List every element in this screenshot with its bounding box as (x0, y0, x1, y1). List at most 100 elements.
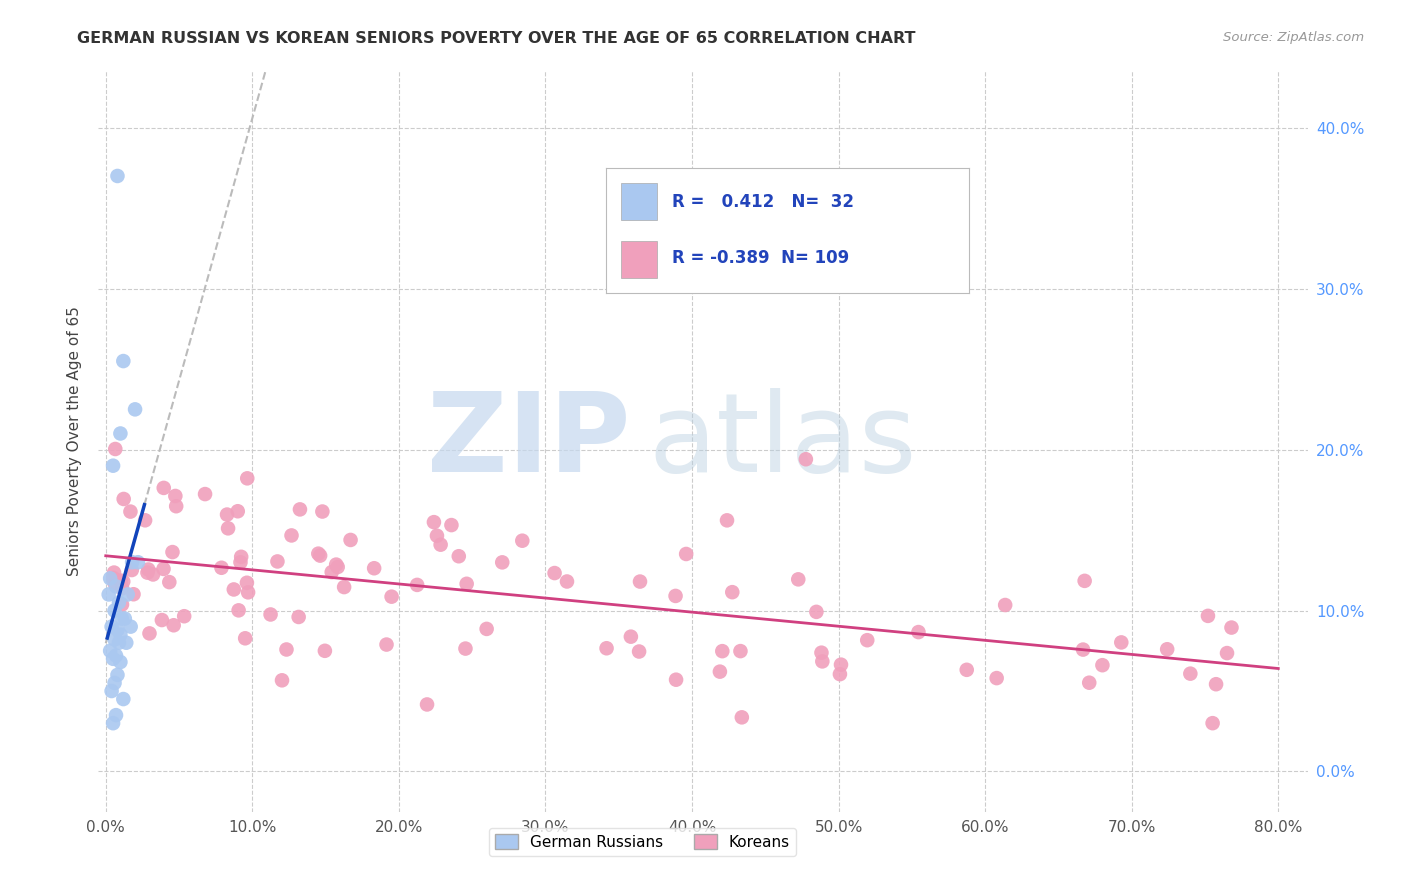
Text: atlas: atlas (648, 388, 917, 495)
Point (101, 716, 124, 731)
Point (110, 655, 132, 669)
Point (228, 603, 250, 617)
Point (276, 642, 298, 657)
Point (1220, 621, 1243, 635)
Point (363, 561, 385, 575)
Point (806, 605, 828, 619)
Point (112, 491, 135, 506)
Point (664, 589, 686, 603)
Point (381, 590, 404, 604)
Point (136, 566, 159, 580)
Text: ZIP: ZIP (427, 388, 630, 495)
Point (1111, 635, 1133, 649)
Point (787, 572, 810, 586)
Point (555, 574, 578, 589)
Point (111, 582, 134, 596)
Y-axis label: Seniors Poverty Over the Age of 65: Seniors Poverty Over the Age of 65 (67, 307, 83, 576)
Point (236, 471, 259, 485)
Point (108, 595, 131, 609)
Point (217, 521, 239, 535)
Point (510, 533, 533, 548)
Point (333, 580, 356, 594)
Point (309, 549, 332, 563)
Point (100, 684, 122, 698)
Point (101, 652, 124, 666)
Point (233, 632, 256, 646)
Point (105, 648, 128, 663)
Point (416, 698, 439, 712)
Point (103, 571, 125, 585)
Legend: German Russians, Koreans: German Russians, Koreans (489, 828, 796, 856)
Point (165, 489, 187, 503)
Point (107, 668, 129, 682)
Point (1216, 646, 1239, 660)
Point (105, 579, 128, 593)
Point (103, 632, 125, 647)
Point (110, 628, 132, 642)
Point (120, 505, 142, 519)
Point (288, 502, 311, 516)
Point (157, 575, 180, 590)
Point (475, 622, 498, 636)
Point (423, 515, 446, 529)
Point (110, 574, 132, 588)
Point (447, 549, 470, 564)
Point (429, 538, 451, 552)
Point (266, 554, 288, 568)
Point (112, 574, 135, 589)
Point (194, 487, 217, 501)
Point (112, 354, 135, 368)
Point (907, 625, 929, 640)
Point (731, 710, 754, 724)
Point (121, 563, 143, 577)
Point (103, 676, 125, 690)
Point (120, 619, 142, 633)
Point (173, 609, 195, 624)
Point (440, 518, 463, 533)
Point (543, 566, 565, 580)
Point (236, 575, 259, 590)
Point (620, 630, 643, 644)
Point (628, 574, 651, 589)
Point (127, 555, 149, 569)
Point (162, 545, 184, 559)
Text: Source: ZipAtlas.com: Source: ZipAtlas.com (1223, 31, 1364, 45)
Point (307, 547, 329, 561)
Point (1205, 677, 1227, 691)
Point (222, 582, 245, 597)
Point (165, 500, 187, 514)
Point (314, 644, 336, 658)
Point (956, 663, 979, 677)
Point (211, 560, 233, 574)
Point (1078, 675, 1101, 690)
Point (107, 169, 129, 183)
Point (112, 692, 135, 706)
Point (665, 673, 688, 687)
Point (1197, 608, 1219, 623)
Point (830, 657, 852, 672)
Point (103, 603, 125, 617)
Point (150, 613, 173, 627)
Point (114, 611, 136, 625)
Point (115, 636, 138, 650)
Point (152, 562, 174, 576)
Point (271, 673, 294, 688)
Point (98, 644, 121, 658)
Point (339, 533, 361, 547)
Point (97, 587, 120, 601)
Point (456, 576, 478, 591)
Point (287, 610, 309, 624)
Point (136, 562, 159, 576)
Point (375, 638, 398, 652)
Point (1073, 574, 1095, 588)
Point (709, 665, 731, 679)
Point (675, 547, 697, 561)
Point (311, 504, 333, 518)
Point (163, 618, 186, 632)
Point (100, 619, 122, 633)
Point (794, 452, 817, 467)
Point (716, 513, 738, 527)
Point (124, 402, 146, 417)
Point (122, 587, 145, 601)
Point (711, 644, 734, 658)
